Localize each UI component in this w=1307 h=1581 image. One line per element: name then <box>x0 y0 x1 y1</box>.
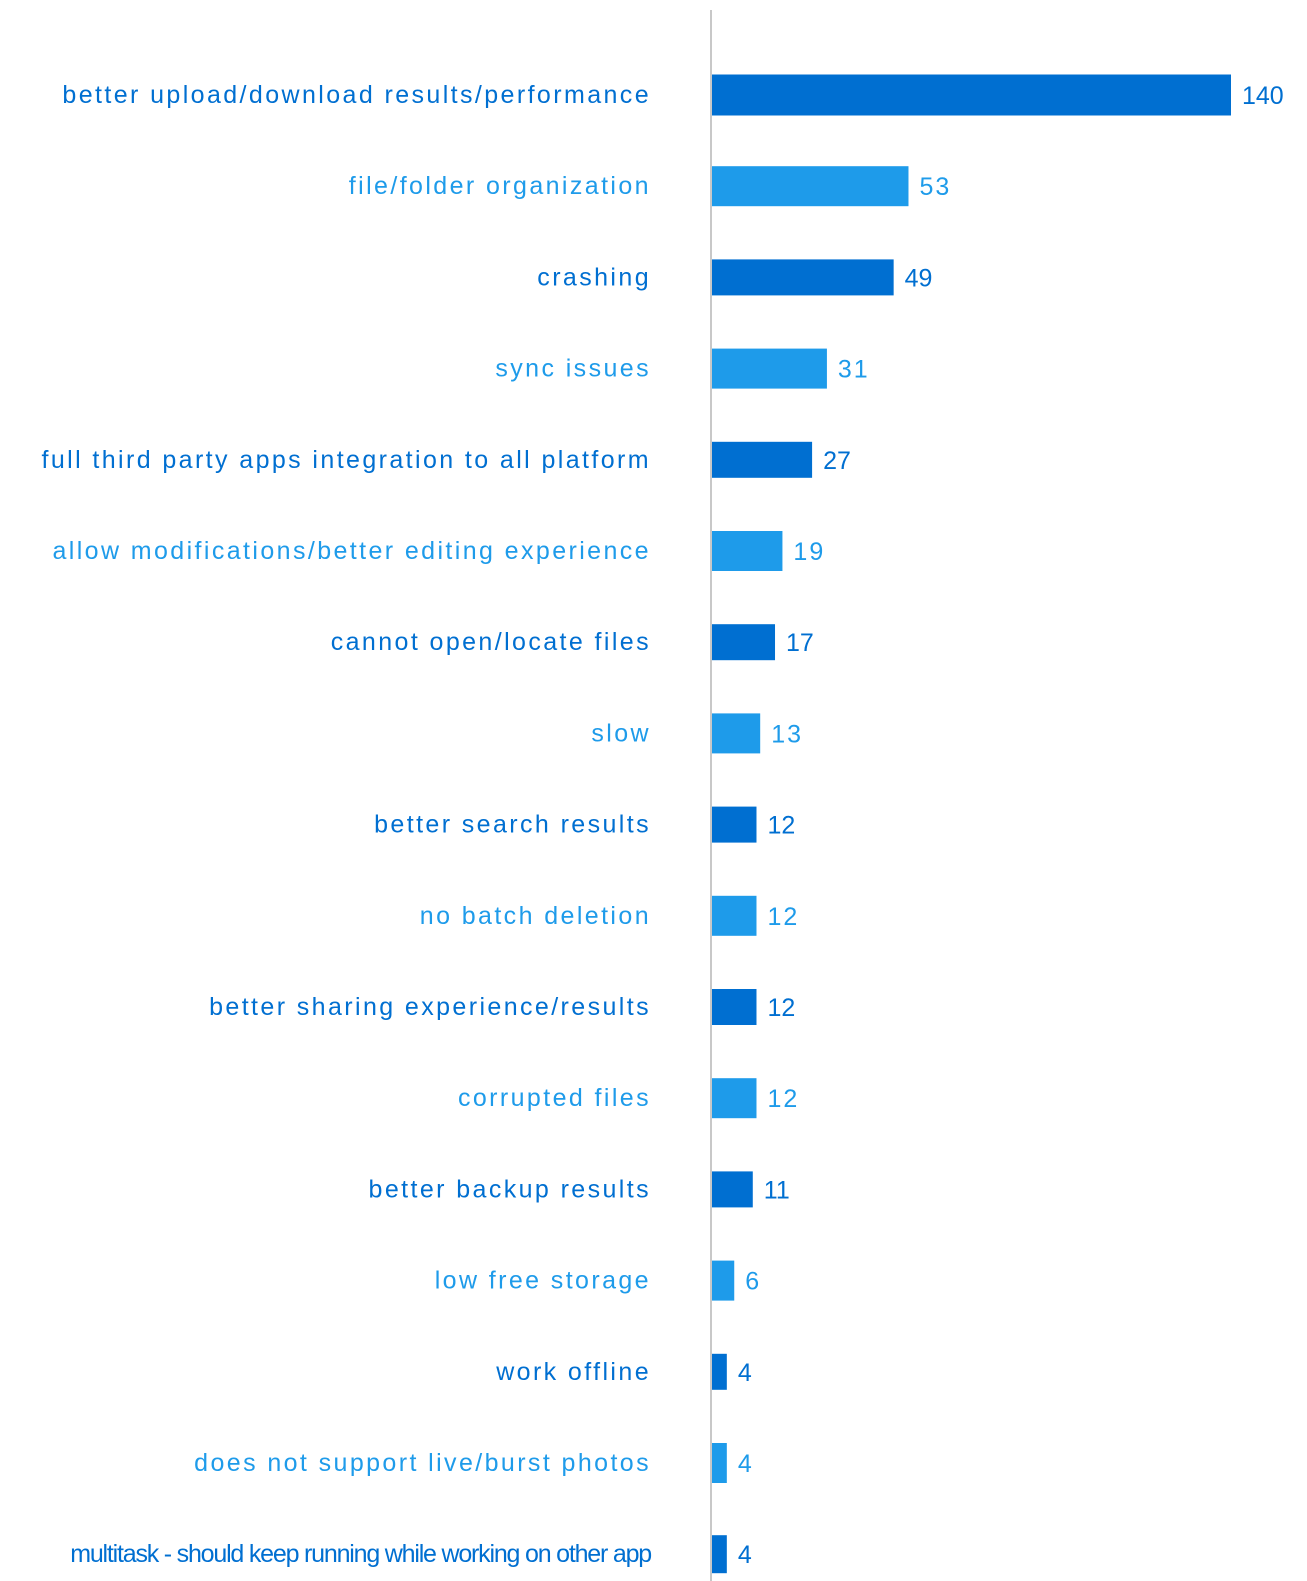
bar <box>712 895 757 936</box>
category-label: corrupted files <box>458 1084 651 1112</box>
bar <box>712 1171 753 1208</box>
data-label: 31 <box>838 356 870 384</box>
data-label: 49 <box>905 264 933 292</box>
data-label: 12 <box>767 994 795 1022</box>
data-label: 11 <box>764 1176 790 1204</box>
bar <box>712 624 776 661</box>
category-label: allow modifications/better editing exper… <box>52 537 651 565</box>
data-label: 4 <box>738 1450 754 1478</box>
category-label: multitask - should keep running while wo… <box>70 1540 651 1568</box>
bar <box>712 806 757 843</box>
bar <box>712 1443 727 1483</box>
category-label: does not support live/burst photos <box>194 1449 651 1477</box>
data-label: 27 <box>823 447 851 475</box>
bar <box>712 441 813 478</box>
category-label: work offline <box>495 1358 651 1386</box>
data-label: 12 <box>767 1085 799 1113</box>
category-label: better search results <box>374 811 651 839</box>
data-label: 4 <box>738 1359 752 1387</box>
bar <box>712 989 757 1025</box>
category-label: sync issues <box>495 355 651 383</box>
category-label: file/folder organization <box>349 172 651 200</box>
bar <box>712 1260 735 1301</box>
data-label: 6 <box>745 1268 761 1296</box>
data-label: 12 <box>767 903 799 931</box>
category-label: cannot open/locate files <box>331 628 651 656</box>
bar <box>712 1078 757 1119</box>
category-label: better upload/download results/performan… <box>62 81 651 109</box>
category-label: low free storage <box>435 1267 651 1295</box>
bar <box>712 259 894 296</box>
category-label: crashing <box>537 263 651 291</box>
category-label: no batch deletion <box>420 902 651 930</box>
bar <box>712 74 1231 116</box>
data-label: 140 <box>1242 82 1284 110</box>
data-label: 17 <box>786 629 814 657</box>
bar <box>712 531 783 571</box>
category-label: slow <box>591 719 651 747</box>
category-label: better sharing experience/results <box>209 993 651 1021</box>
data-label: 13 <box>771 720 803 748</box>
bar <box>712 166 909 207</box>
data-label: 4 <box>738 1541 752 1569</box>
bar <box>712 348 827 389</box>
data-label: 19 <box>793 538 825 566</box>
bar <box>712 1353 727 1390</box>
bar <box>712 713 761 754</box>
data-label: 12 <box>767 812 795 840</box>
bar <box>712 1535 727 1574</box>
category-label: better backup results <box>369 1175 651 1203</box>
data-label: 53 <box>919 173 951 201</box>
category-label: full third party apps integration to all… <box>41 446 651 474</box>
